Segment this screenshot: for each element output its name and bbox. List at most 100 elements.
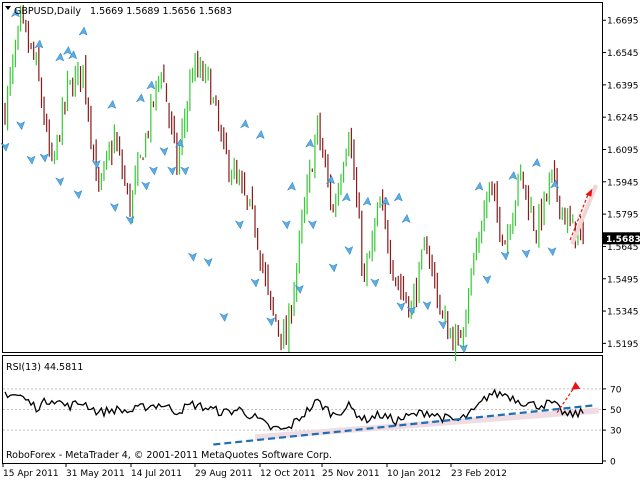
price-tick-label: 1.5945 — [607, 178, 639, 188]
time-tick-label: 29 Aug 2011 — [195, 469, 253, 479]
fractal-up-icon — [531, 157, 541, 168]
price-tick-label: 1.5795 — [607, 211, 639, 221]
fractal-up-icon — [508, 170, 518, 181]
copyright-footer: RoboForex - MetaTrader 4, © 2001-2011 Me… — [6, 450, 332, 461]
fractal-up-icon — [393, 192, 403, 202]
time-tick-label: 15 Apr 2011 — [3, 469, 59, 479]
fractal-down-icon — [148, 166, 158, 176]
fractal-down-icon — [55, 177, 65, 187]
price-tick-label: 1.5495 — [607, 275, 639, 285]
price-tick-label: 1.6695 — [607, 17, 639, 27]
fractal-down-icon — [521, 249, 531, 259]
header-symbol-icon — [5, 6, 11, 10]
fractal-up-icon — [401, 213, 411, 224]
price-pane-frame — [2, 2, 603, 353]
fractal-down-icon — [328, 263, 338, 273]
fractal-down-icon — [500, 251, 510, 261]
fractal-up-icon — [107, 99, 117, 109]
time-tick-label: 14 Jul 2011 — [131, 469, 182, 479]
time-tick-label: 31 May 2011 — [66, 469, 125, 479]
time-tick-label: 23 Feb 2012 — [451, 469, 507, 479]
rsi-forecast-arrow-head — [571, 381, 581, 390]
price-tick-label: 1.5345 — [607, 308, 639, 318]
fractal-down-icon — [91, 159, 101, 170]
price-axis: 1.6695 1.6545 1.6395 1.6245 1.6095 1.5945 1.57… — [602, 17, 639, 350]
fractal-down-icon — [26, 155, 36, 165]
price-tick-label: 1.6245 — [607, 114, 639, 124]
price-tick-label: 1.6395 — [607, 81, 639, 91]
rsi-trendline — [213, 404, 594, 446]
fractal-down-icon — [166, 166, 177, 176]
fractal-up-icon — [362, 196, 372, 206]
fractal-down-icon — [187, 252, 197, 262]
price-tick-label: 1.5195 — [607, 340, 639, 350]
fractal-up-icon — [255, 129, 265, 140]
fractal-down-icon — [396, 302, 406, 312]
forecast-shadow — [570, 184, 599, 245]
price-tick-label: 1.5645 — [607, 243, 639, 253]
fractal-down-icon — [234, 220, 244, 230]
fractal-down-icon — [294, 284, 304, 295]
rsi-axis: 70 50 30 0 — [3, 385, 622, 468]
fractal-markers — [0, 8, 559, 354]
rsi-tick-label: 30 — [610, 427, 622, 437]
rsi-tick-label: 0 — [610, 458, 616, 468]
current-price-tag: 1.5683 — [603, 232, 640, 245]
fractal-down-icon — [159, 146, 169, 157]
rsi-forecast — [213, 381, 594, 446]
fractal-down-icon — [250, 278, 260, 288]
fractal-down-icon — [109, 202, 119, 213]
fractal-up-icon — [474, 181, 484, 191]
fractal-down-icon — [482, 275, 492, 285]
fractal-down-icon — [547, 247, 557, 257]
fractal-up-icon — [135, 93, 145, 103]
fractal-up-icon — [174, 138, 184, 148]
fractal-up-icon — [286, 181, 296, 191]
fractal-down-icon — [203, 257, 213, 268]
time-axis: 15 Apr 2011 31 May 2011 14 Jul 2011 29 Aug … — [2, 463, 507, 479]
fractal-down-icon — [406, 306, 416, 316]
fractal-up-icon — [146, 80, 156, 90]
rsi-label: RSI(13) 44.5811 — [6, 362, 83, 373]
fractal-down-icon — [39, 153, 49, 163]
current-price-label: 1.5683 — [606, 235, 640, 245]
fractal-down-icon — [281, 220, 291, 230]
forecast-arrow-head — [585, 188, 593, 197]
fractal-down-icon — [265, 317, 276, 327]
symbol-timeframe: GBPUSD,Daily — [14, 6, 81, 17]
fractal-up-icon — [55, 52, 65, 62]
fractal-down-icon — [15, 121, 26, 131]
fractal-down-icon — [140, 181, 151, 191]
rsi-trend-shadow — [254, 407, 600, 441]
price-tick-label: 1.6095 — [607, 146, 639, 156]
rsi-line — [4, 388, 584, 431]
rsi-tick-label: 50 — [610, 406, 622, 416]
fractal-down-icon — [307, 220, 317, 230]
rsi-tick-label: 70 — [610, 385, 622, 395]
fractal-up-icon — [239, 119, 250, 129]
fractal-down-icon — [458, 344, 468, 354]
time-tick-label: 12 Oct 2011 — [260, 469, 316, 479]
fractal-down-icon — [370, 278, 380, 288]
time-tick-label: 10 Jan 2012 — [387, 469, 441, 479]
fractal-up-icon — [380, 196, 390, 206]
fractal-up-icon — [10, 8, 20, 18]
fractal-down-icon — [180, 166, 190, 176]
chart-header: GBPUSD,Daily 1.5669 1.5689 1.5656 1.5683 — [5, 6, 232, 17]
fractal-up-icon — [34, 39, 44, 49]
price-forecast — [569, 184, 599, 245]
forecast-arrow-line — [569, 193, 589, 241]
rsi-series — [4, 388, 584, 431]
fractal-down-icon — [125, 215, 135, 226]
fractal-up-icon — [341, 192, 351, 202]
fractal-up-icon — [305, 138, 315, 148]
rsi-trend-shadow — [254, 407, 600, 441]
fractal-down-icon — [422, 300, 432, 311]
fractal-down-icon — [219, 312, 229, 323]
fractal-up-icon — [549, 179, 559, 189]
fractal-up-icon — [78, 26, 88, 36]
time-tick-label: 25 Nov 2011 — [322, 469, 380, 479]
fractal-down-icon — [344, 246, 354, 256]
